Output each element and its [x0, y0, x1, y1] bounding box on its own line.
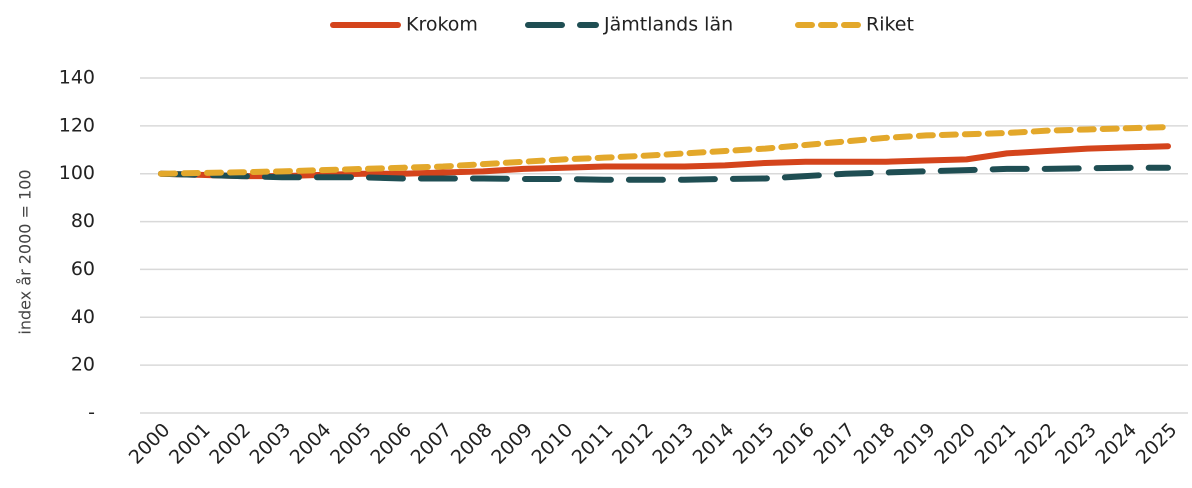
y-tick-label: 100 — [59, 162, 95, 184]
x-tick-label: 2010 — [527, 419, 577, 469]
y-tick-label: 20 — [71, 354, 95, 376]
x-tick-label: 2000 — [125, 419, 175, 469]
legend-label: Jämtlands län — [603, 14, 733, 36]
x-tick-label: 2007 — [407, 419, 457, 469]
x-tick-label: 2016 — [769, 419, 819, 469]
x-tick-label: 2001 — [165, 419, 215, 469]
x-tick-label: 2024 — [1091, 419, 1141, 469]
y-axis-label: index år 2000 = 100 — [16, 169, 35, 334]
x-tick-label: 2003 — [246, 419, 296, 469]
x-tick-label: 2023 — [1051, 419, 1101, 469]
y-tick-label: 60 — [71, 258, 95, 280]
x-tick-label: 2021 — [971, 419, 1021, 469]
x-tick-label: 2025 — [1132, 419, 1182, 469]
x-tick-label: 2008 — [447, 419, 497, 469]
legend-label: Riket — [866, 14, 914, 36]
x-tick-label: 2011 — [568, 419, 618, 469]
x-tick-label: 2006 — [366, 419, 416, 469]
x-tick-label: 2017 — [809, 419, 859, 469]
x-tick-label: 2009 — [487, 419, 537, 469]
line-series — [158, 164, 1171, 183]
x-tick-label: 2020 — [930, 419, 980, 469]
x-tick-label: 2015 — [729, 419, 779, 469]
y-tick-label: 80 — [71, 210, 95, 232]
line-series — [158, 124, 1171, 177]
x-tick-label: 2002 — [205, 419, 255, 469]
x-tick-label: 2019 — [890, 419, 940, 469]
legend-label: Krokom — [406, 14, 478, 36]
x-tick-label: 2018 — [850, 419, 900, 469]
x-tick-label: 2004 — [286, 419, 336, 469]
y-tick-label: 140 — [59, 67, 95, 89]
x-tick-label: 2014 — [689, 419, 739, 469]
y-tick-label: - — [88, 402, 95, 424]
x-tick-label: 2005 — [326, 419, 376, 469]
x-tick-label: 2013 — [648, 419, 698, 469]
y-tick-label: 40 — [71, 306, 95, 328]
y-tick-label: 120 — [59, 114, 95, 136]
x-tick-label: 2022 — [1011, 419, 1061, 469]
x-tick-label: 2012 — [608, 419, 658, 469]
